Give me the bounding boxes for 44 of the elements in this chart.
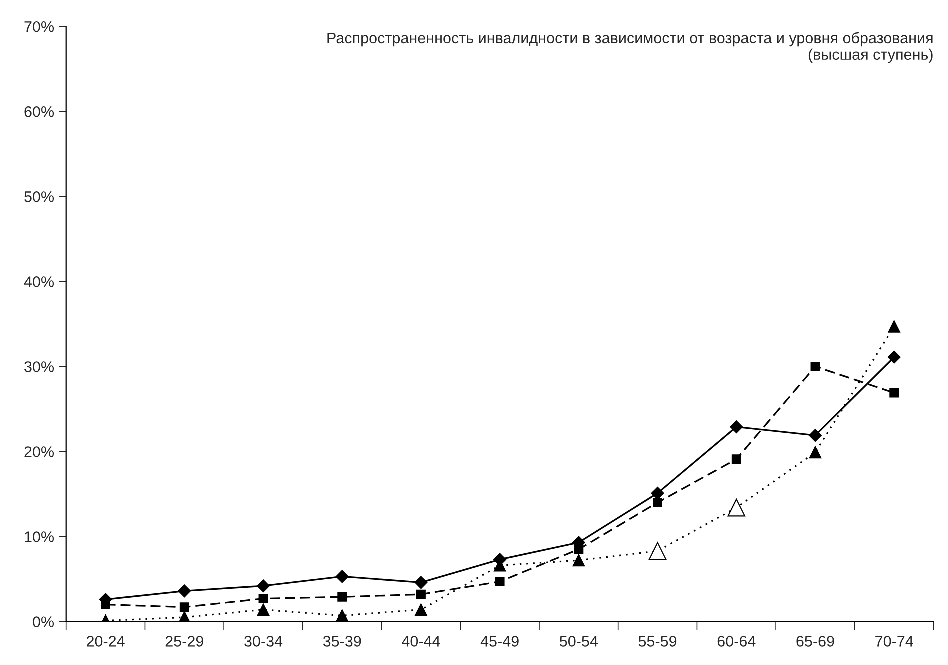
point [416,590,426,600]
point [258,594,268,604]
x-tick-label: 55-59 [638,636,677,647]
point [495,577,505,587]
point [572,554,586,567]
x-tick-label: 45-49 [480,636,519,647]
point [178,584,192,598]
point [890,388,900,398]
x-tick-label: 35-39 [323,636,362,647]
point [809,429,822,442]
x-tick-label: 70-74 [876,636,914,647]
point [730,420,744,434]
y-tick-label: 70% [24,21,54,32]
point [809,446,822,459]
point [338,592,348,602]
y-tick-label: 60% [24,106,54,118]
x-tick-label: 65-69 [796,636,834,647]
point [180,602,190,612]
point [257,604,270,616]
x-tick-label: 60-64 [718,636,756,647]
point [101,600,111,610]
point [732,454,742,464]
point [257,580,270,593]
x-tick-label: 25-29 [166,636,204,647]
text: Распространенность инвалидности в зависимости от возраста и уровня образования (высшая ступень) [328,32,933,64]
point [810,362,820,372]
point [653,498,663,508]
y-tick-label: 50% [24,192,54,202]
x-tick-label: 30-34 [244,636,283,647]
x-tick-label: 50-54 [560,636,598,647]
x-tick-label: 40-44 [402,636,440,647]
y-tick-label: 20% [24,446,54,458]
x-tick-label: 20-24 [87,636,125,647]
point [415,604,428,616]
point [888,320,900,333]
point [888,350,901,364]
y-tick-label: 0% [33,616,54,628]
point [651,486,664,500]
y-tick-label: 10% [25,532,54,542]
y-tick-label: 30% [24,362,54,372]
y-tick-label: 40% [24,276,54,288]
point [336,570,349,584]
point [574,544,584,554]
point [414,576,428,590]
